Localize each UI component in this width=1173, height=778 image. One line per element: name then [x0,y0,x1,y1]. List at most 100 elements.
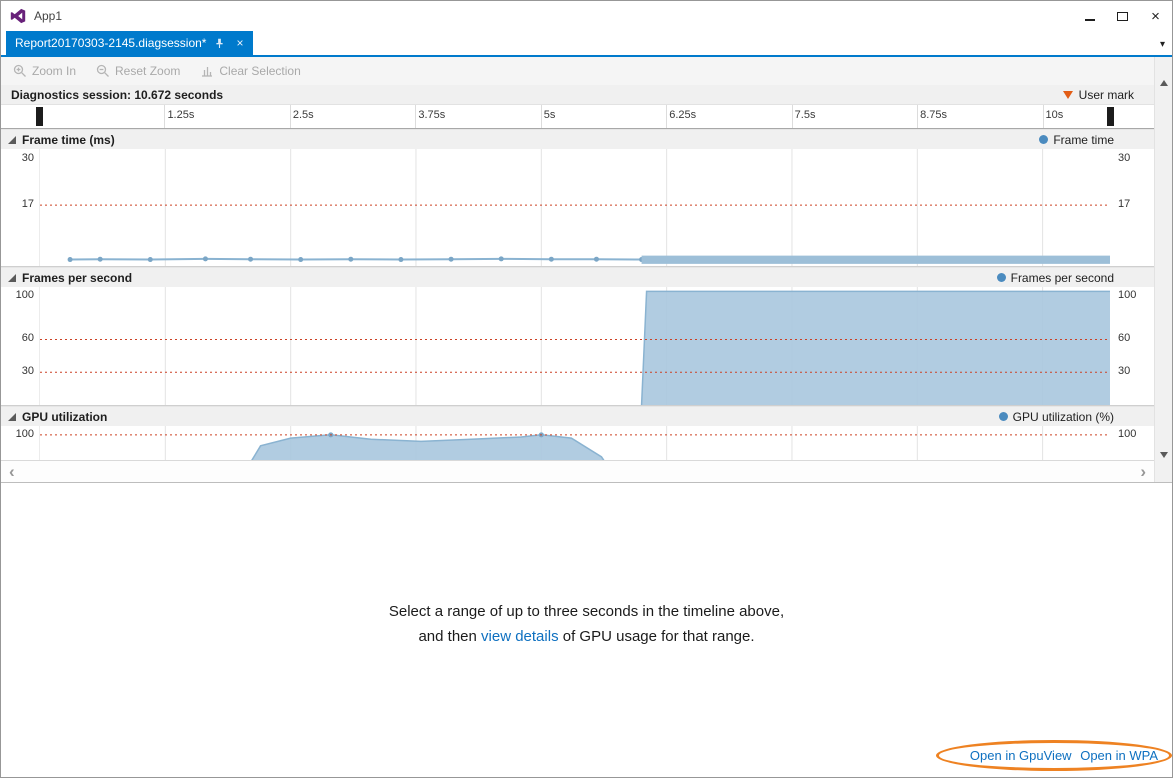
details-panel: Select a range of up to three seconds in… [1,482,1172,777]
maximize-icon [1117,11,1128,21]
series-band [641,255,1110,264]
series-marker [548,256,554,262]
frame-time-yaxis-right: 30 17 [1110,149,1154,266]
ruler-tick-label: 10s [1045,109,1064,121]
gpu-yaxis-right: 100 [1110,426,1154,460]
chart-canvas [40,149,1110,266]
collapse-frame-time-icon[interactable] [8,135,16,144]
frame-time-title: Frame time (ms) [22,132,115,147]
window-controls: × [1073,1,1172,31]
details-line2: and then view details of GPU usage for t… [1,624,1172,649]
title-bar: App1 × [1,1,1172,31]
gpu-title: GPU utilization [22,409,108,424]
vertical-scrollbar[interactable] [1154,57,1172,482]
timeline-ruler[interactable]: 1.25s 2.5s 3.75s 5s 6.25s 7.5s 8.75s 10s [1,105,1154,129]
reset-zoom-icon [96,64,110,78]
fps-legend-label: Frames per second [1010,270,1114,285]
y-axis-label: 30 [21,365,34,378]
zoom-in-button[interactable]: Zoom In [13,64,76,78]
open-links: Open in GpuView Open in WPA [936,740,1172,771]
zoom-in-icon [13,64,27,78]
fps-legend: Frames per second [996,270,1154,285]
y-axis-label: 60 [1118,332,1131,345]
y-axis-label: 100 [15,288,34,301]
collapse-gpu-icon[interactable] [8,412,16,421]
series-marker [593,256,599,262]
maximize-button[interactable] [1106,1,1139,31]
y-axis-label: 100 [1118,288,1137,301]
scroll-right-icon[interactable]: › [1140,462,1146,481]
gpu-utilization-chart[interactable] [39,426,1110,460]
user-mark-legend: User mark [1062,88,1154,102]
scroll-up-icon [1159,63,1168,86]
close-button[interactable]: × [1151,7,1160,25]
section-header-gpu-utilization[interactable]: GPU utilization GPU utilization (%) [1,406,1154,426]
y-axis-label: 30 [1118,151,1131,164]
section-header-fps[interactable]: Frames per second Frames per second [1,267,1154,287]
fps-chart[interactable] [39,287,1110,405]
frame-time-chart[interactable] [39,149,1110,266]
diagnostics-session-label: Diagnostics session: 10.672 seconds [11,87,224,102]
frame-time-yaxis-left: 30 17 [1,149,39,266]
ruler-tick-label: 6.25s [669,109,697,121]
zoom-in-label: Zoom In [32,64,77,78]
horizontal-scrollbar[interactable]: ‹ › [1,460,1154,482]
y-axis-label: 30 [21,151,34,164]
ruler-tick-label: 1.25s [167,109,195,121]
series-marker [448,256,454,262]
timeline-toolbar: Zoom In Reset Zoom Clear Selection [1,57,1154,85]
ruler-tick-label: 3.75s [418,109,446,121]
tab-close-icon[interactable]: × [236,36,244,50]
clear-selection-icon [200,64,214,78]
y-axis-label: 100 [1118,427,1137,440]
ruler-tick [666,105,668,128]
gpu-legend: GPU utilization (%) [998,409,1154,424]
scroll-up-button[interactable] [1159,63,1168,86]
minimize-button[interactable] [1073,1,1106,31]
series-area [641,291,1110,405]
diagnostics-session-header: Diagnostics session: 10.672 seconds User… [1,85,1154,105]
series-line [70,257,642,261]
frame-time-legend-label: Frame time [1053,132,1114,147]
series-marker [248,256,254,262]
fps-chart-row: 100 60 30 100 60 30 [1,287,1154,406]
ruler-tick [917,105,919,128]
scroll-down-button[interactable] [1159,452,1168,476]
session-marker [1107,107,1114,126]
details-line2-prefix: and then [418,628,482,645]
reset-zoom-button[interactable]: Reset Zoom [96,64,180,78]
series-marker [398,257,404,263]
view-details-link[interactable]: view details [481,628,559,645]
y-axis-label: 17 [21,198,34,211]
gpu-chart-row: 100 100 [1,426,1154,460]
ruler-tick-label: 8.75s [920,109,948,121]
open-in-wpa-link[interactable]: Open in WPA [1080,748,1158,763]
scroll-left-icon[interactable]: ‹ [9,462,15,481]
series-marker [67,257,73,263]
ruler-tick [164,105,166,128]
gpu-legend-dot-icon [998,412,1008,421]
series-area [251,434,604,460]
details-line2-suffix: of GPU usage for that range. [558,628,755,645]
ruler-tick [289,105,291,128]
open-in-gpuview-link[interactable]: Open in GpuView [969,748,1072,763]
y-axis-label: 100 [15,427,34,440]
chart-canvas [40,287,1110,405]
ruler-tick-label: 2.5s [292,109,314,121]
timeline-ruler-track: 1.25s 2.5s 3.75s 5s 6.25s 7.5s 8.75s 10s [36,105,1114,128]
collapse-fps-icon[interactable] [8,273,16,282]
y-axis-label: 60 [21,332,34,345]
tab-list-dropdown-icon[interactable]: ▾ [1159,39,1165,50]
document-tab[interactable]: Report20170303-2145.diagsession* × [6,31,254,55]
clear-selection-button[interactable]: Clear Selection [200,64,301,78]
series-outline [640,290,1110,405]
y-axis-label: 30 [1118,365,1131,378]
pin-icon[interactable] [213,38,226,49]
gpu-yaxis-left: 100 [1,426,39,460]
gpu-legend-label: GPU utilization (%) [1012,409,1114,424]
frame-time-legend: Frame time [1039,133,1154,147]
ruler-tick [791,105,793,128]
series-marker [298,257,304,263]
section-header-frame-time[interactable]: Frame time (ms) Frame time [1,129,1154,149]
